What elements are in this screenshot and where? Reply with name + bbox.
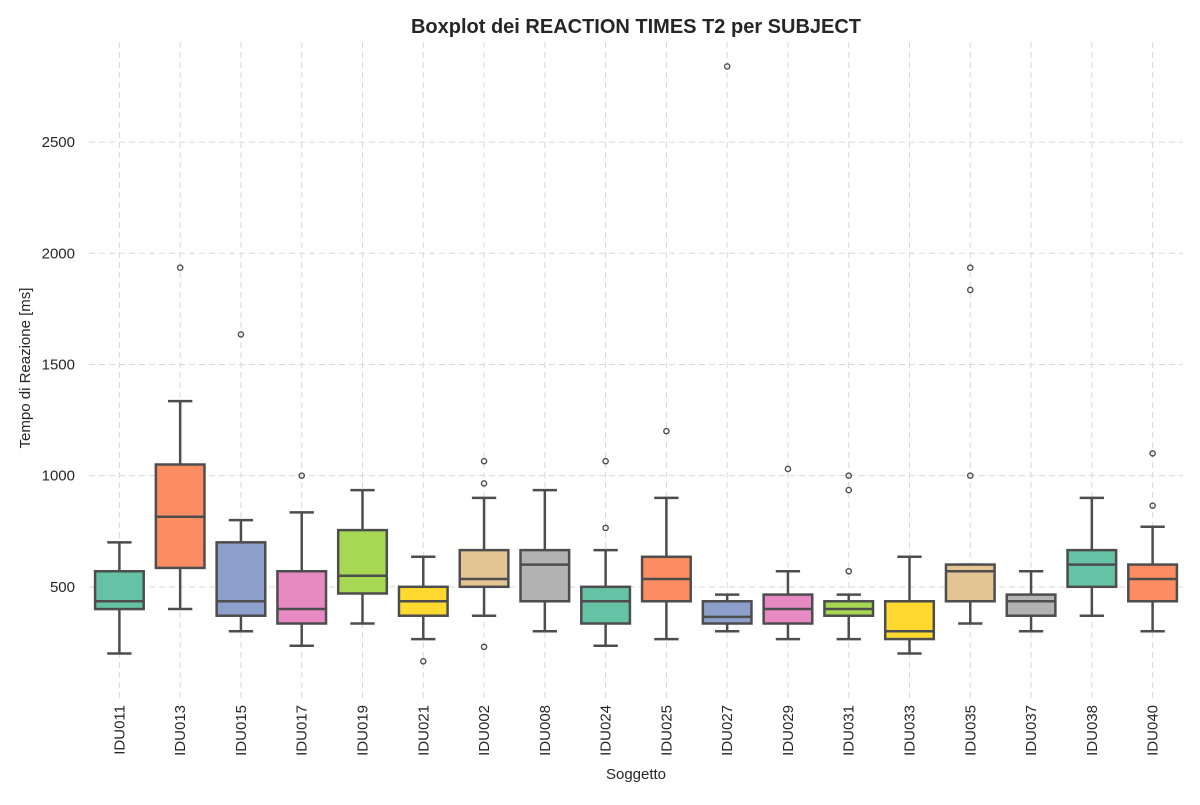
box-IDU017 — [276, 472, 328, 647]
box-IDU040 — [1127, 450, 1179, 633]
x-tick-label: IDU021 — [415, 705, 432, 756]
x-tick-label: IDU035 — [962, 705, 979, 756]
box-IDU015 — [215, 331, 267, 633]
iqr-box — [519, 548, 571, 603]
x-tick-label: IDU027 — [719, 705, 736, 756]
box-IDU029 — [762, 465, 814, 641]
outlier-point — [298, 472, 306, 479]
x-tick-label: IDU013 — [172, 705, 189, 756]
outlier-point — [480, 480, 488, 487]
iqr-box — [215, 541, 267, 617]
outlier-point — [1149, 502, 1156, 509]
tick-layer: 500 1000 1500 2000 2500 IDU011 IDU013 IDU015 IDU… — [42, 134, 1162, 756]
iqr-box — [1066, 548, 1118, 589]
x-tick-label: IDU019 — [355, 705, 372, 756]
x-tick-label: IDU015 — [233, 705, 250, 756]
outlier-point — [845, 567, 853, 575]
x-tick-label: IDU040 — [1145, 705, 1162, 756]
outlier-point — [480, 643, 488, 651]
outlier-point — [845, 486, 853, 494]
outlier-point — [176, 264, 184, 272]
x-tick-label: IDU025 — [658, 705, 675, 756]
x-tick-label: IDU008 — [537, 705, 554, 756]
box-IDU031 — [823, 472, 875, 641]
box-IDU027 — [701, 63, 753, 633]
x-tick-label: IDU037 — [1023, 705, 1040, 756]
iqr-box — [1127, 563, 1179, 603]
outlier-point — [966, 264, 974, 272]
iqr-box — [93, 569, 145, 611]
x-tick-label: IDU029 — [780, 705, 797, 756]
box-IDU037 — [1005, 569, 1057, 633]
x-tick-label: IDU033 — [902, 705, 919, 756]
chart-title: Boxplot dei REACTION TIMES T2 per SUBJEC… — [411, 16, 861, 38]
outlier-point — [419, 658, 427, 665]
outlier-point — [602, 457, 609, 465]
box-IDU011 — [93, 541, 145, 655]
iqr-box — [883, 600, 936, 641]
outlier-point — [845, 472, 853, 479]
outlier-point — [480, 457, 488, 465]
iqr-box — [580, 585, 632, 625]
y-tick-label: 2000 — [42, 245, 75, 262]
box-IDU025 — [640, 427, 692, 641]
outlier-point — [966, 286, 974, 294]
grid-layer — [89, 42, 1183, 698]
box-IDU035 — [944, 264, 996, 625]
y-tick-label: 1000 — [42, 468, 75, 485]
box-IDU013 — [154, 264, 206, 611]
x-tick-label: IDU017 — [294, 705, 311, 756]
box-IDU008 — [519, 488, 571, 633]
box-IDU002 — [458, 457, 510, 651]
box-IDU019 — [336, 488, 389, 625]
iqr-box — [458, 548, 510, 589]
y-tick-label: 1500 — [42, 356, 75, 373]
y-tick-label: 500 — [50, 579, 75, 596]
outlier-point — [723, 63, 731, 70]
x-tick-label: IDU024 — [598, 705, 615, 756]
outlier-point — [784, 465, 792, 473]
x-tick-label: IDU002 — [476, 705, 493, 756]
iqr-box — [336, 528, 389, 595]
outlier-point — [966, 472, 974, 479]
outlier-point — [663, 427, 670, 435]
iqr-box — [701, 600, 753, 625]
y-axis-label: Tempo di Reazione [ms] — [17, 288, 34, 449]
x-tick-label: IDU031 — [841, 705, 858, 756]
x-tick-label: IDU038 — [1084, 705, 1101, 756]
box-IDU024 — [580, 457, 632, 647]
x-axis-label: Soggetto — [606, 766, 666, 783]
iqr-box — [276, 569, 328, 625]
box-IDU021 — [397, 555, 449, 665]
y-tick-label: 2500 — [42, 134, 75, 151]
iqr-box — [1005, 593, 1057, 617]
box-IDU033 — [883, 555, 936, 655]
box-IDU038 — [1066, 496, 1118, 617]
outlier-point — [602, 524, 609, 532]
x-tick-label: IDU011 — [111, 705, 128, 755]
outlier-point — [237, 331, 245, 338]
boxes-layer — [93, 63, 1179, 665]
outlier-point — [1149, 450, 1156, 457]
